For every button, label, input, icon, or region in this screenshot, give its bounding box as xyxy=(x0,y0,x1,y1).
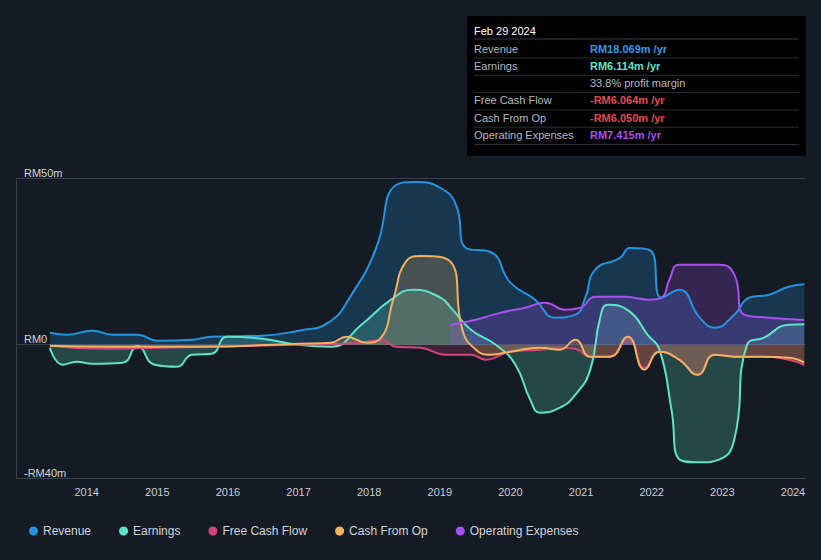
svg-text:Feb 29 2024: Feb 29 2024 xyxy=(474,25,536,37)
svg-text:2023: 2023 xyxy=(710,486,734,498)
svg-text:Free Cash Flow: Free Cash Flow xyxy=(222,524,307,538)
svg-text:Revenue: Revenue xyxy=(43,524,91,538)
svg-text:RM0: RM0 xyxy=(24,333,47,345)
svg-text:2022: 2022 xyxy=(639,486,663,498)
svg-text:Earnings: Earnings xyxy=(474,60,518,72)
svg-text:-RM6.064m /yr: -RM6.064m /yr xyxy=(590,94,665,106)
svg-text:Cash From Op: Cash From Op xyxy=(349,524,428,538)
svg-text:RM7.415m /yr: RM7.415m /yr xyxy=(590,129,662,141)
svg-text:2021: 2021 xyxy=(569,486,593,498)
svg-text:2016: 2016 xyxy=(216,486,240,498)
svg-text:2015: 2015 xyxy=(145,486,169,498)
svg-text:RM50m: RM50m xyxy=(24,167,63,179)
svg-text:Operating Expenses: Operating Expenses xyxy=(470,524,579,538)
svg-text:Operating Expenses: Operating Expenses xyxy=(474,129,574,141)
svg-text:RM6.114m /yr: RM6.114m /yr xyxy=(590,60,661,72)
svg-text:2018: 2018 xyxy=(357,486,381,498)
svg-text:Earnings: Earnings xyxy=(133,524,180,538)
svg-text:2024: 2024 xyxy=(781,486,805,498)
svg-text:2019: 2019 xyxy=(428,486,452,498)
svg-text:RM18.069m /yr: RM18.069m /yr xyxy=(590,43,668,55)
svg-text:-RM6.050m /yr: -RM6.050m /yr xyxy=(590,112,665,124)
svg-text:-RM40m: -RM40m xyxy=(24,467,66,479)
svg-text:2020: 2020 xyxy=(498,486,522,498)
svg-text:Cash From Op: Cash From Op xyxy=(474,112,546,124)
svg-text:2017: 2017 xyxy=(286,486,310,498)
svg-text:33.8% profit margin: 33.8% profit margin xyxy=(590,77,685,89)
svg-text:Free Cash Flow: Free Cash Flow xyxy=(474,94,552,106)
svg-text:Revenue: Revenue xyxy=(474,43,518,55)
svg-text:2014: 2014 xyxy=(74,486,98,498)
